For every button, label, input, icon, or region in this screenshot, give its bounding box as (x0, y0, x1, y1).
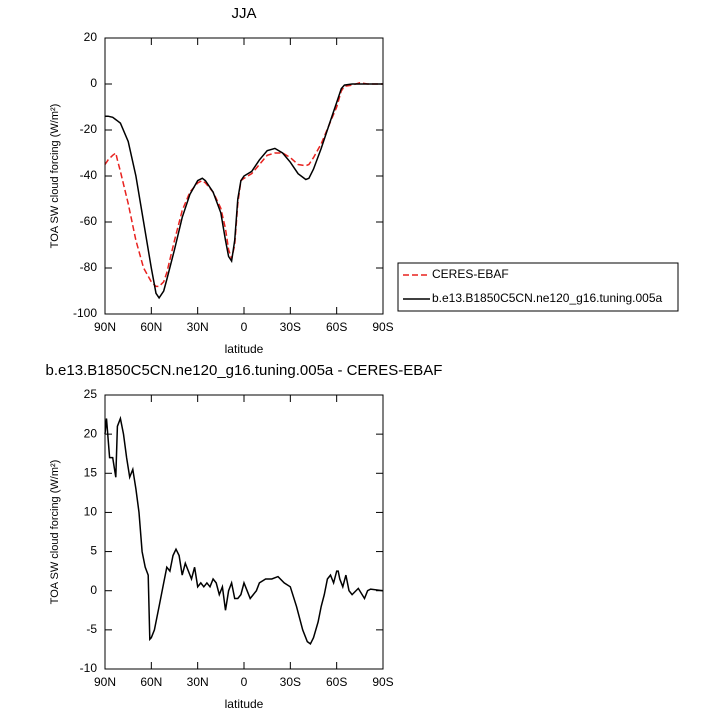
data-line (104, 415, 384, 646)
y-tick-label: 0 (90, 583, 97, 597)
y-tick-label: -5 (86, 622, 97, 636)
y-tick-label: -100 (73, 306, 97, 320)
y-tick-label: 20 (84, 30, 98, 44)
x-tick-label: 60S (326, 675, 347, 689)
x-tick-label: 30N (187, 320, 209, 334)
x-tick-label: 30S (280, 320, 301, 334)
y-tick-label: -10 (80, 661, 98, 675)
y-tick-label: -60 (80, 214, 98, 228)
x-tick-label: 0 (241, 320, 248, 334)
y-tick-label: -80 (80, 260, 98, 274)
x-tick-label: 90N (94, 675, 116, 689)
chart-title: b.e13.B1850C5CN.ne120_g16.tuning.005a - … (46, 362, 443, 379)
y-axis-label: TOA SW cloud forcing (W/m²) (49, 104, 61, 249)
data-line (105, 83, 383, 300)
y-tick-label: -20 (80, 122, 98, 136)
y-tick-label: 0 (90, 76, 97, 90)
x-tick-label: 90S (372, 675, 393, 689)
x-axis-label: latitude (225, 342, 264, 356)
x-tick-label: 0 (241, 675, 248, 689)
y-tick-label: -40 (80, 168, 98, 182)
x-tick-label: 60S (326, 320, 347, 334)
x-tick-label: 30S (280, 675, 301, 689)
y-tick-label: 20 (84, 426, 98, 440)
legend-label: CERES-EBAF (432, 267, 509, 281)
x-tick-label: 60N (140, 675, 162, 689)
x-tick-label: 90N (94, 320, 116, 334)
data-line (104, 82, 383, 288)
legend-label: b.e13.B1850C5CN.ne120_g16.tuning.005a (432, 291, 663, 305)
y-tick-label: 15 (84, 465, 98, 479)
legend-box (397, 262, 679, 312)
y-axis-label: TOA SW cloud forcing (W/m²) (49, 460, 61, 605)
y-tick-label: 10 (84, 505, 98, 519)
plot-frame (104, 37, 384, 315)
x-tick-label: 90S (372, 320, 393, 334)
plot-frame (104, 394, 384, 670)
y-tick-label: 25 (84, 387, 98, 401)
chart-title: JJA (231, 5, 256, 22)
x-axis-label: latitude (225, 697, 264, 711)
x-tick-label: 30N (187, 675, 209, 689)
y-tick-label: 5 (90, 544, 97, 558)
x-tick-label: 60N (140, 320, 162, 334)
